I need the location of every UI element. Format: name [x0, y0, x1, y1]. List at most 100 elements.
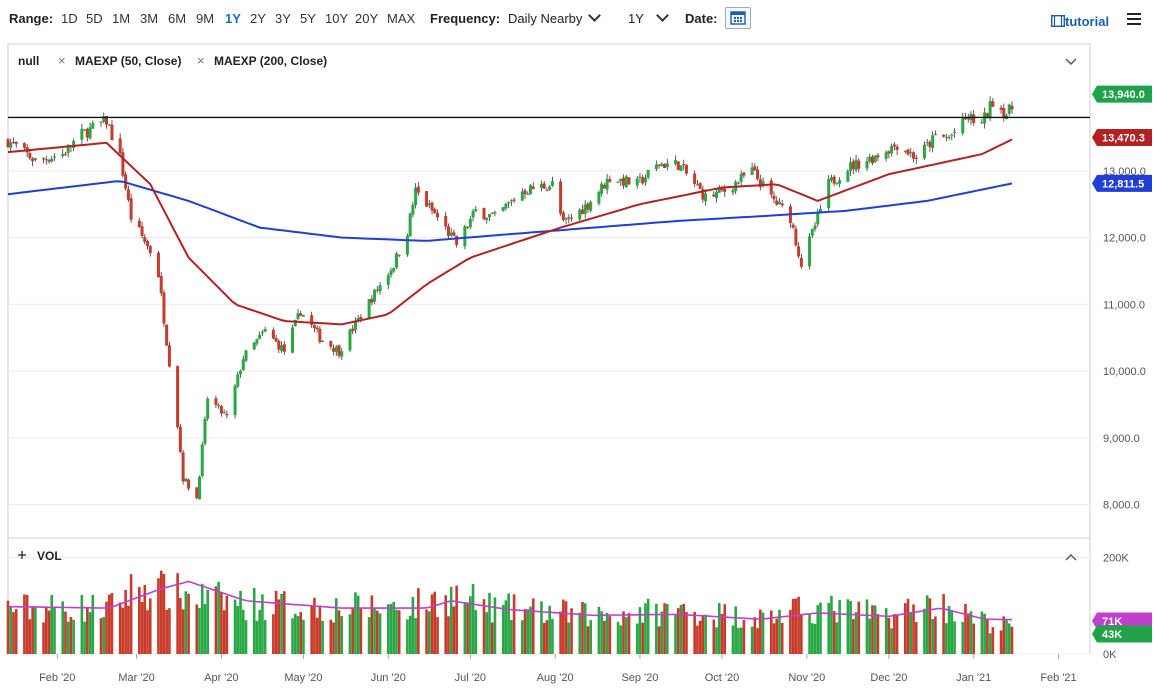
- volume-bar: [408, 615, 412, 654]
- volume-bar: [608, 616, 612, 654]
- candle-body: [682, 164, 686, 166]
- volume-bar: [86, 608, 89, 654]
- volume-bar: [53, 607, 56, 654]
- range-1y-button[interactable]: 1Y: [225, 11, 241, 26]
- candle-body: [906, 149, 910, 155]
- candle-body: [312, 325, 316, 329]
- candle-body: [359, 317, 363, 319]
- candle: [660, 161, 664, 167]
- candle-body: [813, 225, 817, 230]
- candle-body: [394, 253, 398, 268]
- volume-bar: [737, 627, 740, 654]
- candle-body: [914, 157, 918, 159]
- frequency-select[interactable]: Daily Nearby: [508, 9, 602, 26]
- candle-body: [91, 123, 95, 129]
- candle-body: [140, 226, 144, 236]
- candle-body: [490, 212, 494, 214]
- range-10y-button[interactable]: 10Y: [325, 11, 349, 26]
- collapse-volume-pane-icon[interactable]: [1065, 554, 1077, 561]
- hamburger-menu-icon[interactable]: [1127, 13, 1141, 25]
- volume-bar: [31, 606, 34, 654]
- candle: [799, 253, 803, 269]
- candle: [312, 322, 316, 333]
- volume-bar: [488, 592, 491, 654]
- volume-bar: [644, 603, 647, 654]
- candle: [520, 188, 524, 202]
- candle-body: [961, 117, 965, 134]
- candle-body: [321, 340, 325, 343]
- range-5d-button[interactable]: 5D: [86, 11, 103, 26]
- volume-bar: [510, 619, 513, 654]
- range-1m-button[interactable]: 1M: [112, 11, 131, 26]
- collapse-price-pane-icon[interactable]: [1065, 58, 1077, 65]
- volume-bar: [674, 614, 677, 654]
- volume-bar: [263, 620, 267, 654]
- candle-body: [539, 183, 543, 188]
- candle: [909, 147, 913, 158]
- candle-body: [663, 163, 667, 169]
- time-tick-label: Feb '20: [39, 672, 75, 684]
- volume-bar: [739, 627, 743, 654]
- volume-bar: [272, 614, 275, 654]
- candle: [167, 341, 171, 368]
- volume-bar: [392, 601, 396, 654]
- range-3y-button[interactable]: 3Y: [275, 11, 291, 26]
- volume-bar: [203, 604, 207, 654]
- candle-body: [739, 173, 743, 182]
- candle-body: [200, 444, 204, 477]
- candle-body: [753, 166, 757, 171]
- candle: [1007, 103, 1011, 117]
- candle: [1010, 101, 1014, 114]
- chart-area[interactable]: null × MAEXP (50, Close) × MAEXP (200, C…: [0, 38, 1154, 693]
- candle-body: [348, 329, 352, 351]
- volume-bar: [750, 626, 754, 654]
- candle-body: [299, 313, 303, 316]
- volume-bar: [291, 618, 294, 654]
- candle-body: [712, 194, 716, 197]
- candle: [148, 245, 152, 257]
- candle-body: [542, 183, 546, 189]
- candle-body: [985, 113, 989, 117]
- candle-body: [723, 188, 727, 192]
- range-3m-button[interactable]: 3M: [140, 11, 159, 26]
- candle: [353, 317, 357, 334]
- tutorial-link[interactable]: tutorial: [1050, 14, 1109, 29]
- volume-bar: [635, 623, 639, 654]
- volume-bar: [195, 604, 199, 654]
- candle-body: [509, 200, 513, 202]
- range-5y-button[interactable]: 5Y: [300, 11, 316, 26]
- range-20y-button[interactable]: 20Y: [355, 11, 379, 26]
- volume-bar: [187, 593, 190, 654]
- candle-body: [635, 178, 639, 186]
- calendar-button[interactable]: [725, 7, 751, 29]
- volume-bar: [619, 625, 623, 654]
- candle-body: [638, 176, 642, 178]
- candle: [838, 177, 842, 188]
- remove-study2-icon[interactable]: ×: [197, 53, 205, 68]
- volume-bar: [318, 605, 322, 654]
- candle-body: [619, 178, 623, 182]
- volume-bar: [389, 604, 393, 654]
- range-max-button[interactable]: MAX: [387, 11, 416, 26]
- range-9m-button[interactable]: 9M: [196, 11, 215, 26]
- candle: [679, 165, 683, 172]
- volume-bar: [430, 594, 434, 654]
- volume-bar: [810, 623, 814, 654]
- candle: [118, 133, 122, 158]
- period-select[interactable]: 1Y: [628, 9, 669, 26]
- volume-bar: [931, 619, 934, 654]
- candle: [244, 349, 248, 363]
- candle: [239, 369, 243, 378]
- candle-body: [482, 208, 486, 220]
- candle: [296, 309, 300, 321]
- range-1d-button[interactable]: 1D: [61, 11, 78, 26]
- range-6m-button[interactable]: 6M: [168, 11, 187, 26]
- candle-body: [873, 155, 877, 162]
- volume-bar: [425, 609, 428, 654]
- volume-bar: [923, 608, 926, 654]
- volume-bar: [50, 595, 54, 654]
- volume-bar: [34, 606, 37, 654]
- volume-bar: [239, 590, 242, 654]
- remove-study1-icon[interactable]: ×: [58, 53, 66, 68]
- range-2y-button[interactable]: 2Y: [250, 11, 266, 26]
